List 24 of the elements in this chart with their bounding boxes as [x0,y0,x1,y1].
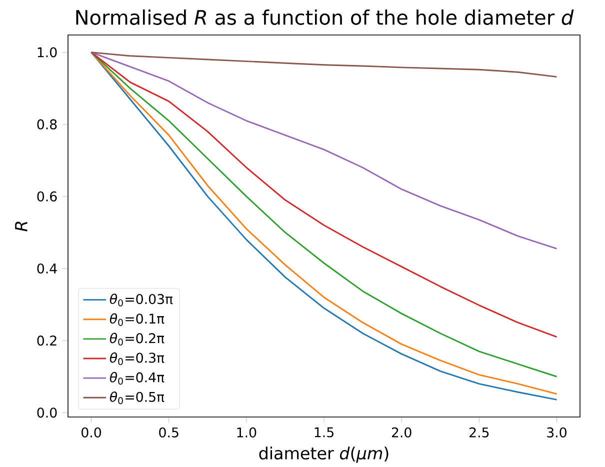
legend-label: θ$_{0}$=0.3π [110,352,164,365]
y-tick-label: 0.4 [37,263,57,274]
x-tick-label: 2.0 [392,427,412,438]
y-tick-label: 1.0 [38,47,57,58]
x-tick-label: 1.0 [237,427,256,438]
y-axis-title: R [15,222,28,232]
x-tick-label: 0.0 [82,427,102,438]
x-tick-label: 3.0 [547,427,566,438]
y-tick-label: 0.6 [37,191,57,202]
y-tick-label: 0.8 [37,119,57,130]
legend-label: θ$_{0}$=0.2π [110,332,164,346]
legend-label: θ$_{0}$=0.03π [110,294,173,306]
x-tick-label: 2.5 [470,427,489,438]
line-series [90,51,558,250]
x-tick-label: 1.5 [314,427,334,438]
legend-label: θ$_{0}$=0.4π [110,372,164,385]
y-tick-label: 0.0 [37,408,57,418]
line-series [90,51,558,78]
chart-title: Normalised R as a function of the hole diameter d [76,9,574,25]
x-axis-title: diameter d(μm) [259,446,388,463]
legend-label: θ$_{0}$=0.1π [110,313,164,326]
legend-label: θ$_{0}$=0.5π [110,391,164,404]
x-tick-label: 0.5 [159,427,178,438]
y-tick-label: 0.2 [37,335,56,346]
